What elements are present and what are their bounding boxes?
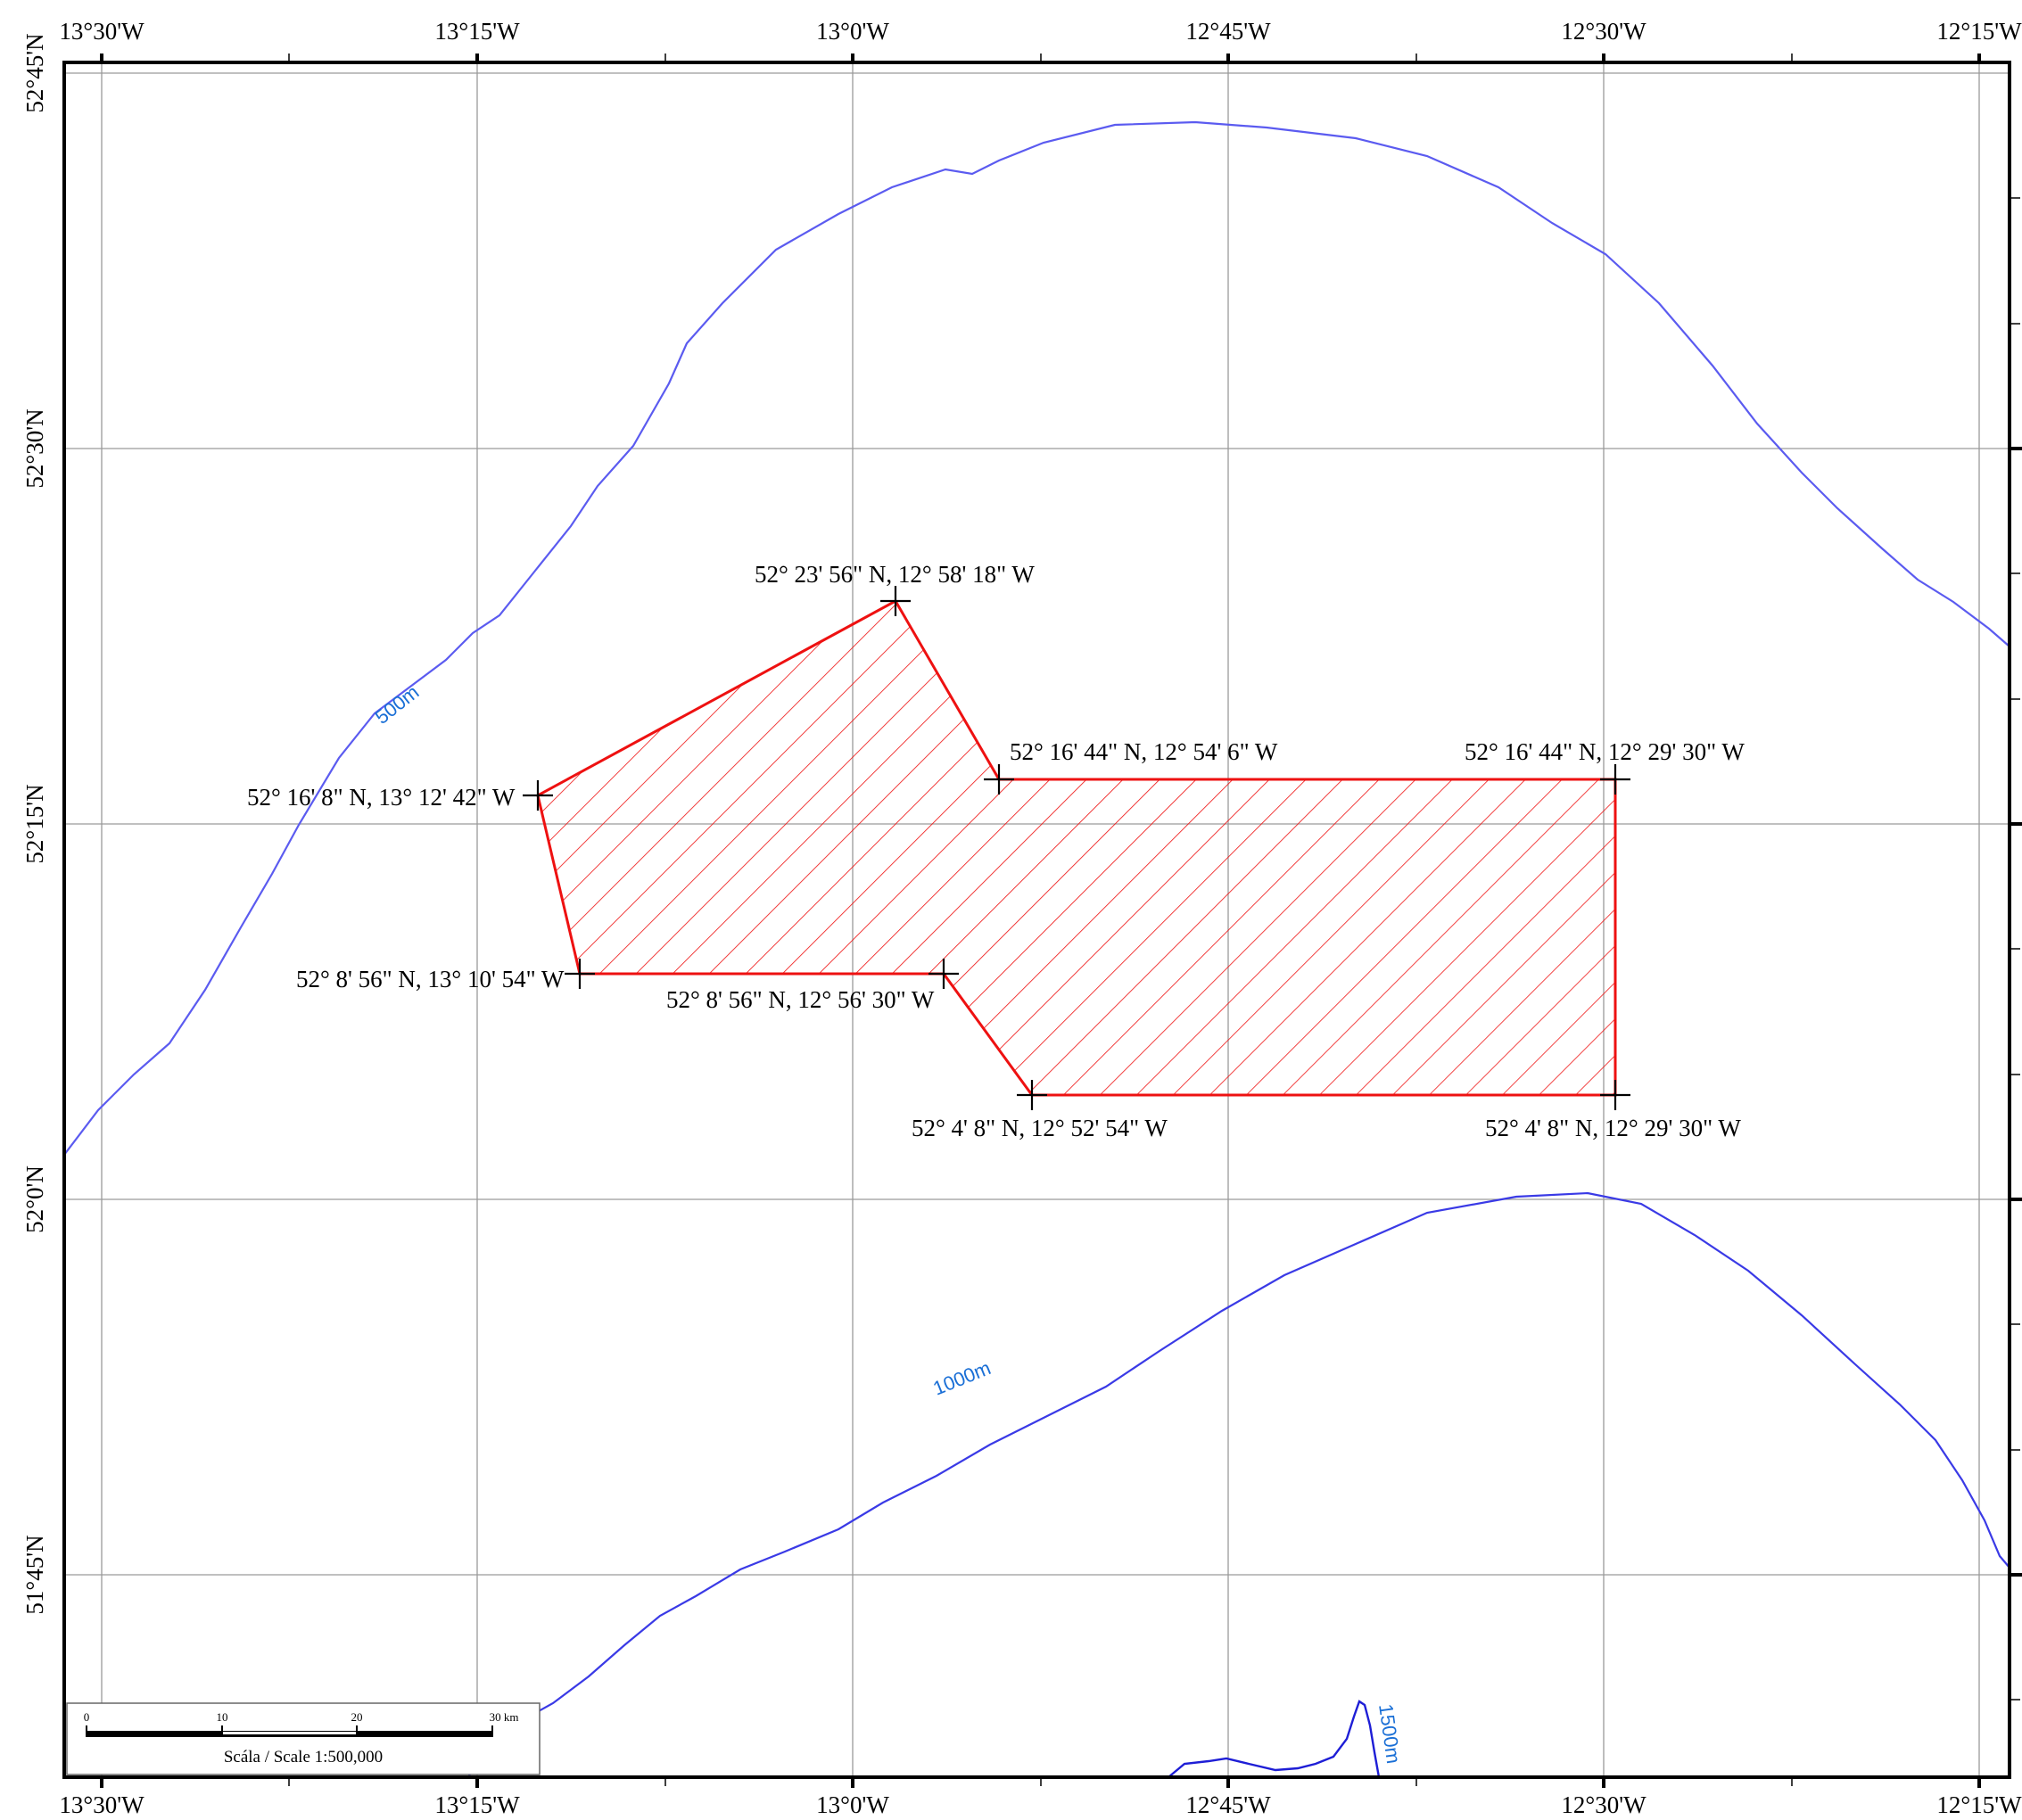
vertex-marker — [565, 959, 595, 989]
latitude-label: 52°0'N — [21, 1165, 48, 1233]
vertex-marker — [880, 586, 911, 616]
vertex-label: 52° 8' 56" N, 13° 10' 54" W — [296, 966, 565, 992]
longitude-label-bottom: 13°15'W — [434, 1791, 520, 1818]
vertex-label: 52° 16' 8" N, 13° 12' 42" W — [247, 784, 516, 811]
contour-500m — [64, 120, 2010, 1156]
vertex-label: 52° 4' 8" N, 12° 52' 54" W — [912, 1115, 1168, 1141]
vertex-label: 52° 4' 8" N, 12° 29' 30" W — [1485, 1115, 1741, 1141]
longitude-label-top: 13°15'W — [434, 18, 520, 45]
longitude-label-top: 12°15'W — [1936, 18, 2022, 45]
longitude-label-top: 13°0'W — [816, 18, 889, 45]
vertex-marker — [1600, 1080, 1630, 1110]
vertex-marker — [1017, 1080, 1047, 1110]
vertex-marker — [523, 780, 553, 811]
vertex-marker — [1600, 764, 1630, 795]
latitude-label: 52°30'N — [21, 408, 48, 488]
latitude-label: 52°15'N — [21, 784, 48, 863]
scale-title: Scála / Scale 1:500,000 — [224, 1748, 383, 1766]
frame-major-ticks — [100, 54, 2022, 1788]
scale-tick-label: 0 — [84, 1710, 90, 1724]
contour-label-1500m: 1500m — [1374, 1702, 1405, 1765]
vertex-label: 52° 23' 56" N, 12° 58' 18" W — [755, 561, 1035, 588]
longitude-label-top: 12°30'W — [1561, 18, 1646, 45]
scale-tick-label: 20 — [351, 1710, 363, 1724]
latitude-label: 51°45'N — [21, 1535, 48, 1614]
scale-tick-label: 10 — [217, 1710, 228, 1724]
scale-bar: 0 10 20 30 km Scála / Scale 1:500,000 — [66, 1702, 541, 1775]
longitude-label-bottom: 13°0'W — [816, 1791, 889, 1818]
vertex-marker — [928, 959, 959, 989]
contour-1000m — [467, 1191, 2010, 1777]
map-frame — [62, 61, 2011, 1779]
contour-label-500m: 500m — [371, 680, 424, 729]
latitude-label: 52°45'N — [21, 33, 48, 112]
longitude-label-bottom: 12°45'W — [1185, 1791, 1271, 1818]
longitude-label-top: 13°30'W — [59, 18, 144, 45]
vertex-label: 52° 16' 44" N, 12° 54' 6" W — [1010, 738, 1278, 765]
longitude-label-bottom: 12°15'W — [1936, 1791, 2022, 1818]
longitude-label-bottom: 13°30'W — [59, 1791, 144, 1818]
frame-ticks — [288, 54, 2020, 1786]
designated-area — [536, 598, 1617, 1097]
vertex-marker — [984, 764, 1014, 795]
vertex-label: 52° 8' 56" N, 12° 56' 30" W — [666, 986, 935, 1013]
contour-1500m — [1168, 1700, 1381, 1777]
contour-label-1000m: 1000m — [930, 1356, 994, 1399]
scale-tick-label: 30 km — [490, 1710, 519, 1724]
longitude-label-bottom: 12°30'W — [1561, 1791, 1646, 1818]
longitude-label-top: 12°45'W — [1185, 18, 1271, 45]
vertex-markers — [523, 586, 1630, 1110]
vertex-label: 52° 16' 44" N, 12° 29' 30" W — [1465, 738, 1745, 765]
